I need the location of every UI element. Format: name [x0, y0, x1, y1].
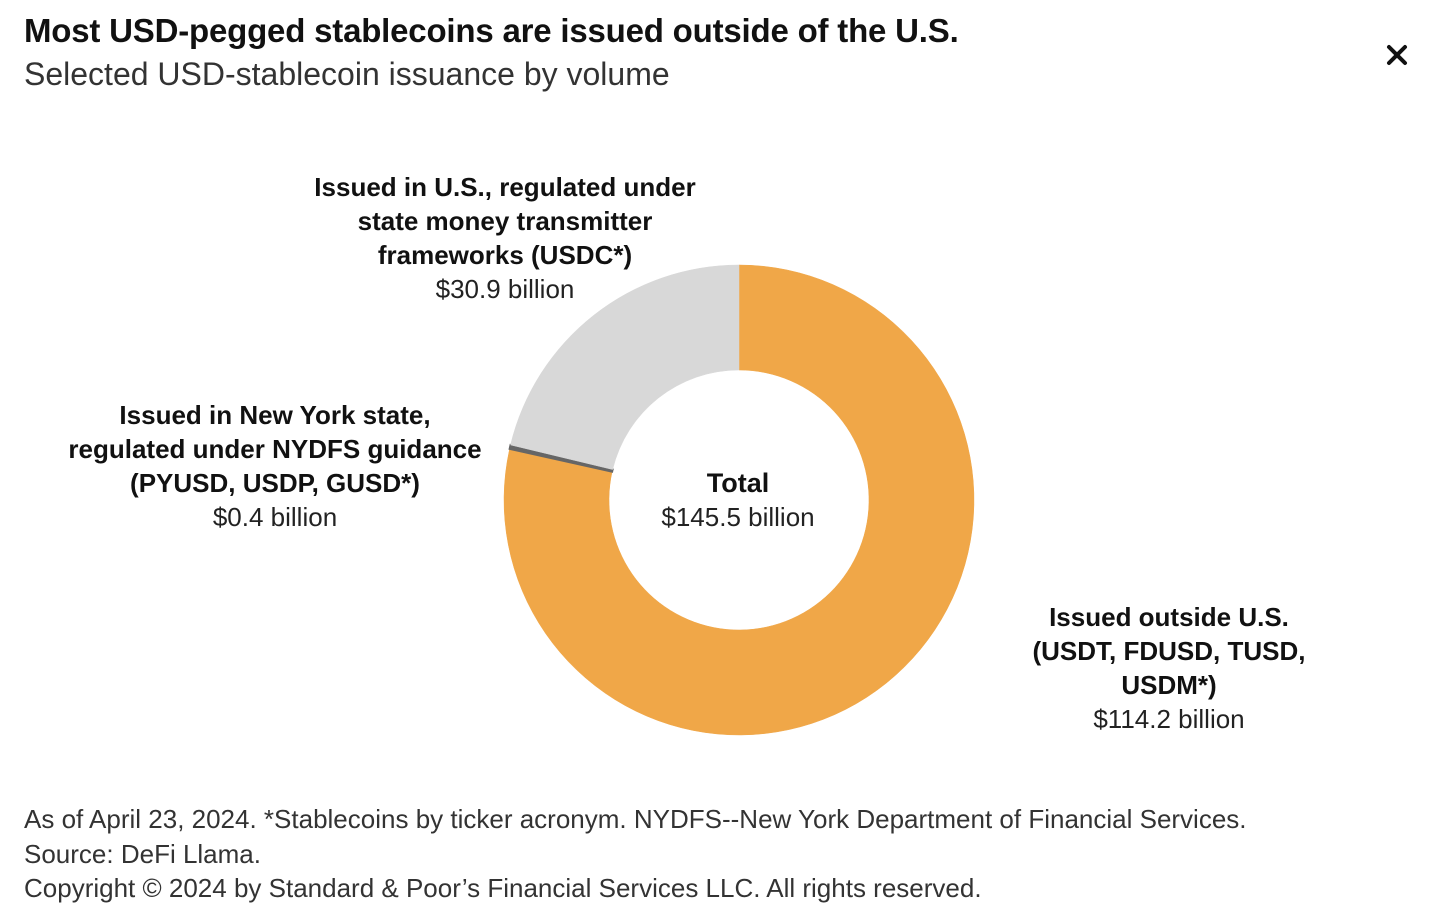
total-value: $145.5 billion: [661, 502, 815, 532]
slice-name-us-state: Issued in U.S., regulated under state mo…: [314, 172, 696, 270]
slice-label-us-state: Issued in U.S., regulated under state mo…: [284, 170, 726, 306]
slice-outside-us: [503, 264, 975, 736]
slice-us-state: [510, 264, 740, 470]
chart-subtitle: Selected USD-stablecoin issuance by volu…: [24, 56, 670, 92]
slice-label-outside-us: Issued outside U.S. (USDT, FDUSD, TUSD, …: [1000, 600, 1338, 736]
slice-label-new-york: Issued in New York state, regulated unde…: [40, 398, 510, 534]
slice-value-outside-us: $114.2 billion: [1093, 704, 1245, 734]
chart-title: Most USD-pegged stablecoins are issued o…: [24, 12, 959, 49]
footnotes: As of April 23, 2024. *Stablecoins by ti…: [24, 802, 1247, 906]
close-icon[interactable]: [1380, 38, 1414, 72]
slice-name-outside-us: Issued outside U.S. (USDT, FDUSD, TUSD, …: [1032, 602, 1306, 700]
slice-value-new-york: $0.4 billion: [212, 502, 338, 532]
slice-value-us-state: $30.9 billion: [435, 274, 575, 304]
footnote-source: Source: DeFi Llama.: [24, 838, 261, 869]
footnote-copyright: Copyright © 2024 by Standard & Poor’s Fi…: [24, 873, 982, 903]
slice-name-new-york: Issued in New York state, regulated unde…: [68, 400, 482, 498]
footnote-as-of: As of April 23, 2024. *Stablecoins by ti…: [24, 804, 1247, 834]
donut-center-total: Total $145.5 billion: [600, 466, 876, 534]
total-label: Total: [706, 468, 770, 498]
